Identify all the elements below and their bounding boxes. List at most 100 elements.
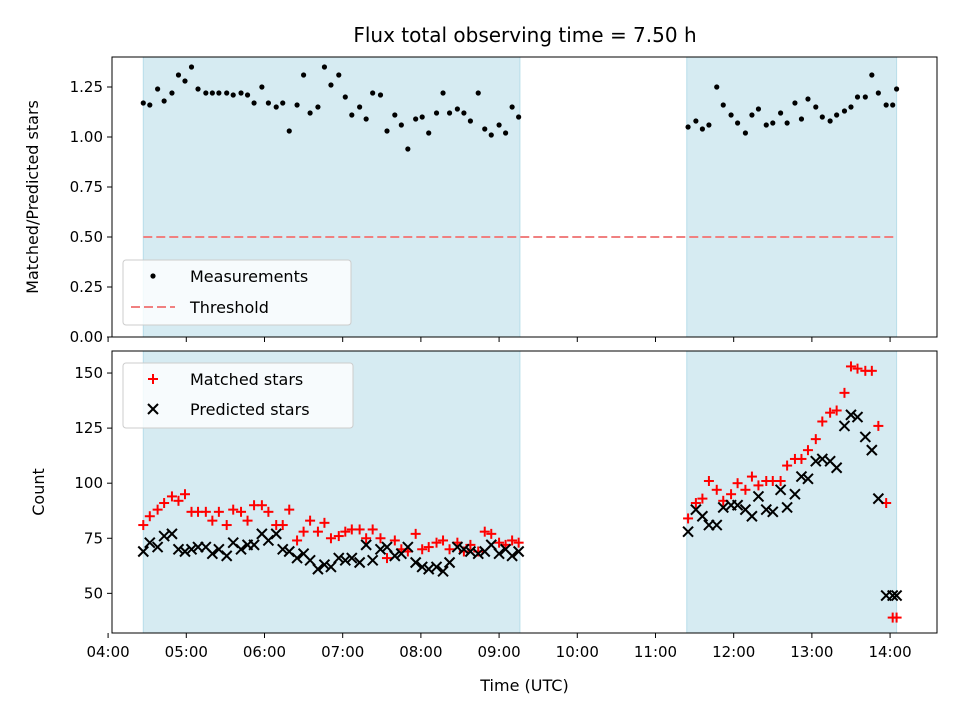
predicted-star-point bbox=[151, 541, 164, 553]
measurement-point bbox=[370, 90, 376, 96]
predicted-star-point bbox=[277, 543, 289, 555]
predicted-star-point bbox=[206, 547, 219, 560]
ratio-panel-x-ticks bbox=[107, 337, 891, 342]
predicted-star-point bbox=[360, 539, 372, 551]
matched-star-point bbox=[703, 475, 714, 486]
measurement-point bbox=[841, 108, 848, 114]
matched-star-point bbox=[340, 526, 351, 537]
matched-star-point bbox=[410, 528, 421, 539]
matched-star-point bbox=[697, 493, 708, 504]
legend-threshold-label: Threshold bbox=[189, 298, 269, 317]
matched-star-point bbox=[319, 517, 330, 528]
matched-star-point bbox=[200, 506, 211, 517]
predicted-star-point bbox=[512, 545, 525, 558]
measurement-point bbox=[792, 100, 798, 106]
matched-star-point bbox=[802, 445, 813, 456]
predicted-star-point bbox=[430, 561, 443, 573]
matched-star-point bbox=[263, 506, 274, 517]
measurement-point bbox=[728, 112, 734, 118]
count-y-tick-label: 125 bbox=[74, 419, 103, 437]
predicted-star-point bbox=[166, 528, 178, 540]
matched-star-point bbox=[367, 524, 378, 535]
ratio-panel-marks bbox=[140, 64, 900, 238]
legend-matched-marker bbox=[148, 374, 158, 384]
count-panel-legend: Matched stars Predicted stars bbox=[122, 362, 354, 429]
measurement-point bbox=[714, 84, 720, 90]
measurement-point bbox=[244, 92, 251, 98]
measurement-point bbox=[336, 72, 342, 78]
ratio-panel: 0.00 0.25 0.50 0.75 1.00 1.25 Matched/Predict… bbox=[23, 56, 938, 346]
predicted-star-point bbox=[137, 545, 149, 558]
matched-star-point bbox=[277, 520, 288, 531]
count-y-tick-label: 50 bbox=[84, 584, 103, 602]
predicted-star-point bbox=[859, 431, 872, 443]
measurement-point bbox=[147, 102, 153, 108]
measurement-point bbox=[461, 110, 467, 116]
measurement-point bbox=[251, 100, 257, 106]
measurement-point bbox=[482, 126, 488, 132]
measurement-point bbox=[273, 104, 279, 110]
measurement-point bbox=[294, 102, 300, 108]
ratio-y-tick-label: 0.75 bbox=[70, 178, 103, 196]
predicted-star-point bbox=[746, 510, 758, 522]
measurement-point bbox=[706, 122, 712, 128]
measurement-point bbox=[693, 118, 699, 124]
x-tick-label: 08:00 bbox=[399, 643, 442, 661]
measurement-point bbox=[265, 100, 271, 106]
measurement-point bbox=[392, 112, 398, 118]
measurement-point bbox=[259, 84, 265, 90]
matched-star-point bbox=[152, 504, 163, 515]
matched-star-point bbox=[873, 420, 884, 431]
x-tick-label: 14:00 bbox=[868, 643, 911, 661]
matched-star-point bbox=[891, 612, 902, 623]
measurement-point bbox=[169, 90, 175, 96]
ratio-y-tick-label: 1.25 bbox=[70, 78, 103, 96]
predicted-star-point bbox=[312, 563, 324, 575]
ratio-panel-frame bbox=[111, 56, 938, 338]
predicted-star-point bbox=[374, 543, 387, 555]
measurement-point bbox=[300, 72, 307, 78]
matched-star-point bbox=[382, 553, 392, 564]
predicted-star-point bbox=[872, 492, 885, 505]
x-tick-label: 09:00 bbox=[477, 643, 520, 661]
measurement-point bbox=[742, 130, 749, 136]
measurement-point bbox=[869, 72, 875, 78]
matched-star-point bbox=[298, 526, 309, 537]
count-y-tick-label: 150 bbox=[74, 364, 103, 382]
matched-star-point bbox=[825, 407, 836, 418]
legend-matched-label: Matched stars bbox=[190, 370, 303, 389]
measurement-point bbox=[813, 104, 819, 110]
ratio-legend-box bbox=[122, 259, 352, 326]
predicted-star-point bbox=[752, 490, 765, 503]
matched-star-point bbox=[852, 363, 863, 374]
matched-star-point bbox=[796, 453, 807, 464]
predicted-star-point bbox=[464, 545, 477, 558]
measurement-point bbox=[363, 116, 369, 122]
predicted-star-point bbox=[409, 556, 422, 569]
matched-star-point bbox=[732, 478, 743, 489]
measurement-point bbox=[875, 90, 881, 96]
predicted-star-point bbox=[717, 501, 729, 514]
count-panel-y-axis-label: Count bbox=[29, 468, 48, 516]
matched-star-point bbox=[817, 416, 828, 427]
x-tick-label: 12:00 bbox=[712, 643, 755, 661]
measurement-point bbox=[893, 86, 900, 92]
measurement-point bbox=[784, 120, 790, 126]
predicted-star-point bbox=[802, 473, 814, 485]
measurement-point bbox=[140, 100, 146, 106]
matched-star-point bbox=[438, 535, 449, 546]
matched-star-point bbox=[144, 511, 155, 522]
predicted-star-point bbox=[179, 545, 191, 558]
measurement-point bbox=[161, 98, 167, 104]
predicted-star-point bbox=[158, 530, 170, 542]
matched-star-point bbox=[173, 495, 184, 506]
measurement-point bbox=[209, 90, 215, 96]
predicted-star-point bbox=[506, 550, 518, 562]
measurement-point bbox=[862, 94, 868, 100]
predicted-star-point bbox=[389, 550, 401, 562]
measurement-point bbox=[496, 122, 502, 128]
predicted-star-point bbox=[851, 411, 864, 423]
measurement-point bbox=[488, 132, 494, 138]
measurement-point bbox=[315, 104, 321, 110]
matched-star-point bbox=[325, 533, 336, 544]
